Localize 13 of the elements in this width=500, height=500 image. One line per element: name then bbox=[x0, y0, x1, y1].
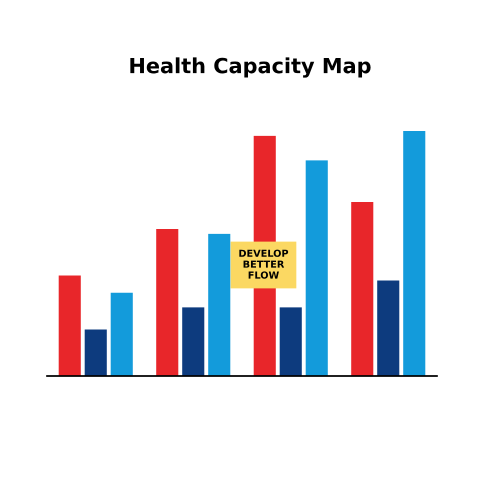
bar bbox=[58, 276, 81, 376]
bar bbox=[208, 234, 230, 376]
bar bbox=[156, 229, 178, 376]
bar bbox=[377, 280, 400, 376]
bar bbox=[84, 329, 107, 376]
bar bbox=[306, 160, 328, 376]
bar bbox=[403, 131, 426, 376]
bar bbox=[110, 292, 133, 376]
bar bbox=[182, 307, 204, 376]
annotation: DEVELOP BETTER FLOW bbox=[239, 250, 288, 279]
chart-title: Health Capacity Map bbox=[130, 57, 371, 78]
bar bbox=[280, 307, 302, 376]
bar bbox=[351, 202, 374, 376]
